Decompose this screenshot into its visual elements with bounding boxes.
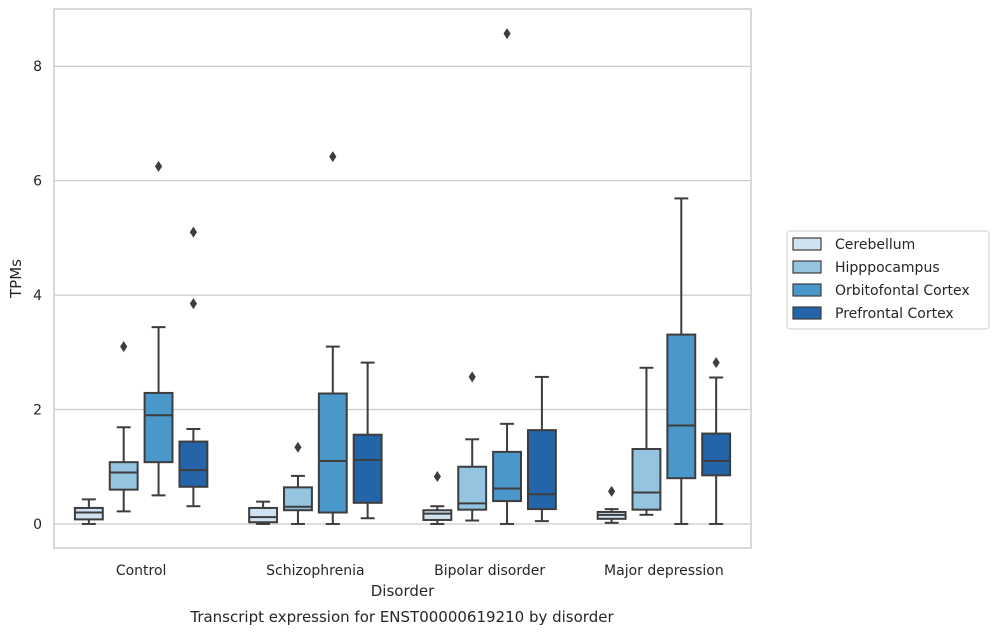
y-tick-label: 8 (33, 59, 42, 75)
box-orbitofontal-cortex (317, 151, 348, 525)
x-tick-label: Schizophrenia (266, 563, 364, 579)
box-prefrontal-cortex (701, 357, 732, 525)
box-cerebellum (73, 498, 104, 525)
y-axis-label: TPMs (7, 259, 25, 299)
box-prefrontal-cortex (526, 375, 557, 523)
box-orbitofontal-cortex (492, 28, 522, 525)
box-iqr (108, 461, 139, 491)
x-tick-label: Control (116, 563, 167, 579)
outlier-point (468, 371, 476, 383)
box-iqr (666, 333, 697, 480)
box-cerebellum (596, 485, 627, 524)
outlier-point (503, 28, 511, 40)
outlier-point (189, 298, 197, 310)
box-iqr (422, 509, 453, 521)
x-axis-label: Disorder (371, 582, 435, 600)
box-orbitofontal-cortex (666, 197, 697, 525)
outlier-point (433, 470, 441, 482)
box-iqr (701, 432, 732, 477)
legend-entry: Hipppocampus (835, 260, 940, 276)
outlier-point (154, 160, 163, 172)
legend-swatch (792, 260, 822, 274)
legend: Cerebellum Hipppocampus Orbitofontal Corte… (786, 230, 990, 330)
box-iqr (631, 448, 662, 511)
chart-caption: Transcript expression for ENST0000061921… (189, 608, 614, 626)
x-tick-labels: Control Schizophrenia Bipolar disorder Majo… (116, 563, 724, 579)
outlier-point (189, 226, 197, 238)
y-tick-label: 6 (33, 174, 42, 190)
legend-frame (786, 230, 990, 330)
box-iqr (352, 433, 383, 504)
box-prefrontal-cortex (352, 361, 383, 520)
plot-frame (53, 8, 752, 549)
boxes (73, 28, 732, 525)
box-orbitofontal-cortex (143, 160, 174, 497)
box-cerebellum (422, 470, 453, 525)
box-iqr (317, 392, 348, 514)
legend-entry: Orbitofontal Cortex (835, 283, 970, 299)
outlier-point (329, 151, 337, 163)
box-iqr (283, 486, 313, 512)
box-hipppocampus (108, 341, 139, 513)
box-iqr (492, 450, 522, 503)
box-hipppocampus (457, 371, 488, 522)
y-tick-label: 0 (33, 517, 42, 533)
box-iqr (143, 391, 174, 464)
legend-entry: Cerebellum (835, 237, 915, 253)
box-iqr (73, 506, 104, 521)
outlier-point (294, 441, 302, 453)
box-iqr (178, 440, 209, 488)
y-tick-label: 4 (33, 288, 42, 304)
x-tick-label: Major depression (604, 563, 724, 579)
y-tick-label: 2 (33, 403, 42, 419)
box-hipppocampus (631, 366, 662, 516)
legend-swatch (792, 237, 822, 251)
outlier-point (608, 485, 616, 497)
outlier-point (712, 357, 720, 369)
y-tick-labels: 0 2 4 6 8 (33, 59, 42, 533)
legend-swatch (792, 283, 822, 297)
box-cerebellum (248, 500, 279, 525)
box-iqr (248, 506, 279, 524)
outlier-point (120, 341, 128, 353)
legend-swatch (792, 306, 822, 320)
x-tick-label: Bipolar disorder (434, 563, 545, 579)
box-prefrontal-cortex (178, 226, 209, 508)
box-hipppocampus (283, 441, 313, 525)
box-iqr (526, 429, 557, 511)
legend-entry: Prefrontal Cortex (835, 306, 954, 322)
